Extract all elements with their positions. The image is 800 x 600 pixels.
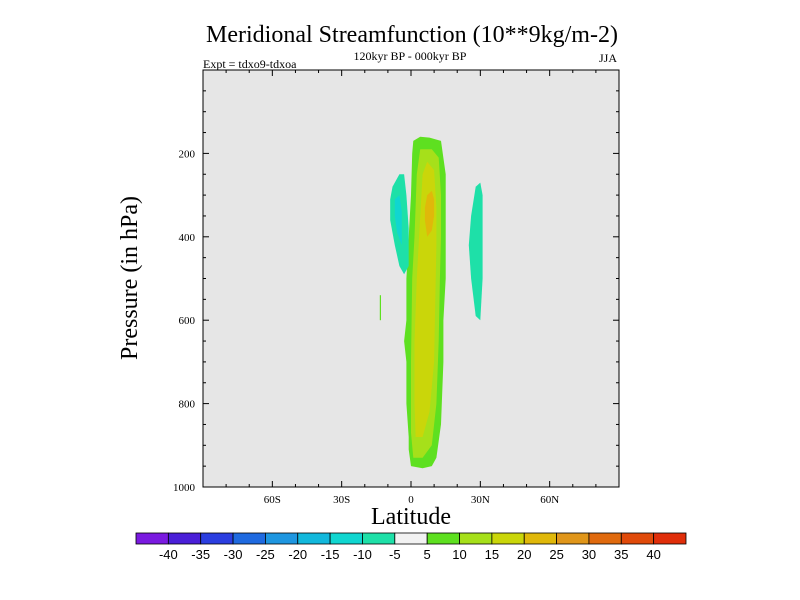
colorbar-label-2: -30 (224, 547, 243, 562)
season-label: JJA (599, 51, 617, 65)
colorbar-label-5: -15 (321, 547, 340, 562)
colorbar-swatch-15 (620, 532, 655, 545)
colorbar-swatch-5 (297, 532, 331, 545)
colorbar-swatch-11 (491, 532, 525, 545)
colorbar-label-14: 35 (614, 547, 628, 562)
colorbar-label-6: -10 (353, 547, 372, 562)
axis-ticks: 60S 30S 0 30N 60N 200 400 600 800 1000 (173, 70, 619, 506)
colorbar-label-8: 5 (424, 547, 431, 562)
colorbar-swatch-16 (653, 532, 687, 545)
colorbar-swatch-12 (523, 532, 557, 545)
colorbar-label-10: 15 (485, 547, 499, 562)
y-tick-label-3: 800 (179, 399, 196, 411)
colorbar: -40 -35 -30 -25 -20 -15 -10 -5 5 10 15 20 25 30 35 40 (135, 532, 687, 562)
colorbar-swatch-1 (167, 532, 202, 545)
colorbar-swatch-3 (232, 532, 266, 545)
x-tick-label-3: 30N (471, 494, 490, 506)
colorbar-label-3: -25 (256, 547, 275, 562)
colorbar-label-11: 20 (517, 547, 531, 562)
colorbar-label-9: 10 (452, 547, 466, 562)
experiment-label: Expt = tdxo9-tdxoa (203, 57, 297, 71)
colorbar-label-1: -35 (191, 547, 210, 562)
x-tick-label-1: 30S (333, 494, 350, 506)
colorbar-swatch-13 (556, 532, 590, 545)
x-axis-title: Latitude (371, 504, 451, 530)
x-tick-label-2: 0 (408, 494, 414, 506)
colorbar-swatch-7 (362, 532, 396, 545)
contour-region-5 (394, 195, 402, 246)
chart-title: Meridional Streamfunction (10**9kg/m-2) (206, 22, 618, 48)
colorbar-swatch-4 (265, 532, 299, 545)
x-tick-label-0: 60S (264, 494, 281, 506)
colorbar-label-0: -40 (159, 547, 178, 562)
colorbar-label-4: -20 (288, 547, 307, 562)
y-tick-label-2: 600 (179, 315, 196, 327)
y-tick-label-4: 1000 (173, 482, 196, 494)
colorbar-swatch-14 (588, 532, 622, 545)
contour-region-3 (424, 190, 435, 237)
colorbar-swatch-9 (426, 532, 460, 545)
y-tick-label-1: 400 (179, 232, 196, 244)
x-tick-label-4: 60N (540, 494, 559, 506)
colorbar-swatch-10 (459, 532, 493, 545)
colorbar-label-15: 40 (646, 547, 660, 562)
colorbar-swatch-0 (135, 532, 169, 545)
period-label: 120kyr BP - 000kyr BP (354, 49, 467, 63)
contour-region-7 (379, 295, 381, 321)
colorbar-swatch-8 (394, 532, 428, 545)
contour-regions (379, 136, 483, 469)
colorbar-swatch-6 (329, 532, 363, 545)
contour-region-6 (468, 182, 483, 321)
colorbar-label-7: -5 (389, 547, 401, 562)
y-tick-label-0: 200 (179, 148, 196, 160)
y-axis-title: Pressure (in hPa) (117, 196, 143, 360)
colorbar-label-13: 30 (582, 547, 596, 562)
colorbar-label-12: 25 (549, 547, 563, 562)
colorbar-swatch-2 (200, 532, 234, 545)
